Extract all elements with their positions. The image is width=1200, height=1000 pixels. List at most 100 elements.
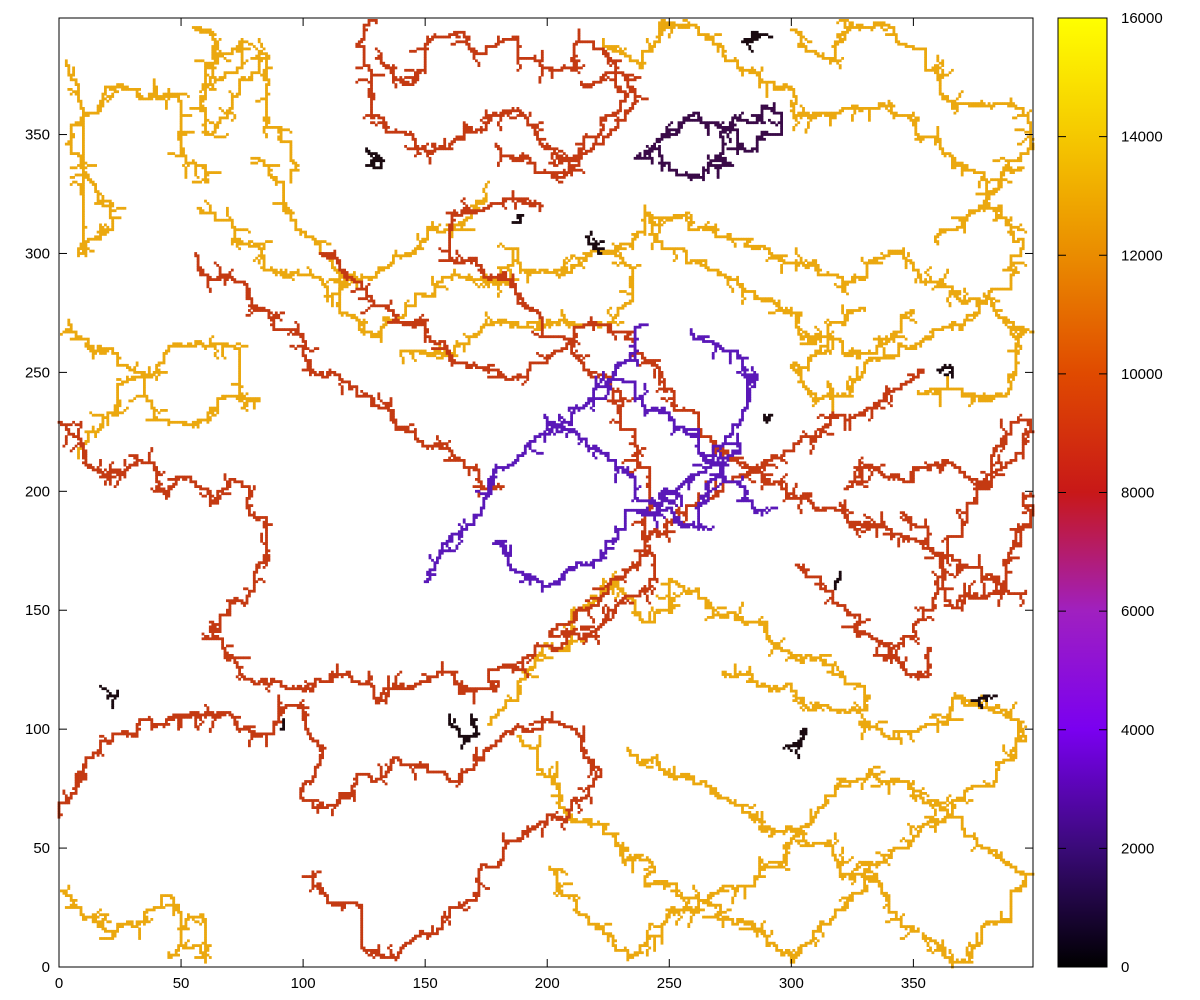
data-point [138,371,141,374]
data-point [238,397,241,400]
data-point [685,256,688,260]
data-point [831,392,835,396]
data-point [836,337,840,341]
data-point [941,76,945,79]
data-point [841,340,844,343]
data-point [550,642,554,645]
data-point [1012,323,1015,327]
data-point [894,335,898,339]
data-point [619,290,622,293]
data-point [143,390,146,393]
data-point [914,344,918,348]
data-point [116,399,119,403]
data-point [965,166,969,170]
data-point [1007,159,1010,163]
data-point [667,611,671,614]
data-point [453,228,456,232]
data-point [487,180,490,184]
data-point [999,392,1003,396]
data-point [335,271,339,274]
data-point [113,406,117,410]
data-point [162,361,166,365]
data-point [689,223,693,227]
data-point [265,268,268,272]
data-point [848,311,852,315]
data-point [96,347,100,350]
data-point [995,394,998,398]
data-point [1017,332,1020,336]
data-point [208,30,212,34]
data-point [233,344,237,348]
data-point [84,442,88,446]
data-point [86,347,90,350]
data-point [789,306,793,310]
data-point [86,340,90,343]
data-point [213,47,217,51]
data-point [357,323,361,327]
data-point [257,261,261,265]
data-point [204,344,207,348]
data-point [99,423,102,427]
data-point [160,95,163,98]
data-point [233,47,237,51]
data-point [811,337,815,341]
data-point [399,254,403,258]
data-point [860,26,864,29]
data-point [965,218,969,222]
data-point [519,268,522,272]
data-point [558,649,561,653]
data-point [155,368,158,372]
data-point [108,202,112,205]
data-point [86,342,90,346]
data-point [663,608,666,612]
data-point [89,178,93,182]
data-point [685,216,688,220]
data-point [155,90,158,94]
data-point [682,214,686,217]
data-point [868,107,871,110]
data-point [284,268,288,272]
data-point [531,668,534,672]
data-point [960,173,964,177]
data-point [113,216,117,220]
data-point [1004,321,1008,324]
data-point [804,130,808,134]
data-point [938,328,942,331]
data-point [523,268,527,272]
data-point [121,83,124,86]
data-point [284,128,288,132]
data-point [1012,321,1015,324]
data-point [208,204,212,208]
data-point [726,235,730,239]
data-point [121,411,124,415]
data-point [670,26,674,29]
data-point [814,264,818,267]
data-point [94,352,97,355]
data-point [997,183,1001,186]
data-point [643,233,647,236]
data-point [914,116,918,120]
data-point [216,54,220,58]
data-point [282,185,285,189]
data-point [282,197,285,201]
data-point [248,230,251,234]
data-point [797,313,801,317]
data-point [79,121,83,125]
data-point [64,330,68,334]
data-point [365,330,368,334]
data-point [890,104,893,108]
data-point [912,264,915,267]
data-point [582,256,586,260]
data-point [716,235,720,239]
data-point [650,247,654,251]
data-point [208,409,212,412]
data-point [201,209,205,213]
data-point [938,392,942,396]
data-point [990,299,993,303]
data-point [628,280,632,284]
data-point [82,135,85,139]
data-point [226,394,229,398]
data-point [807,121,810,125]
data-point [169,344,173,348]
data-point [523,675,527,679]
